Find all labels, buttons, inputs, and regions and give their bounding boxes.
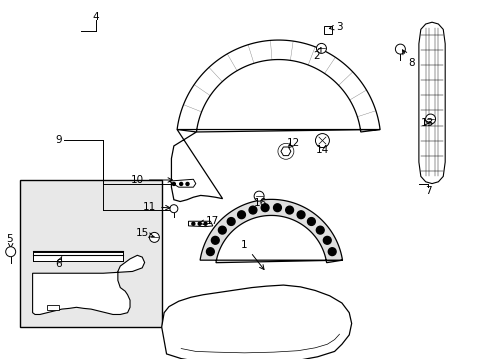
Polygon shape	[200, 199, 342, 263]
Polygon shape	[169, 179, 195, 187]
Polygon shape	[280, 147, 290, 156]
Circle shape	[185, 183, 189, 185]
Text: 8: 8	[402, 50, 413, 68]
Circle shape	[191, 222, 194, 225]
Bar	[47, 305, 59, 310]
Bar	[20, 180, 162, 327]
Polygon shape	[171, 130, 222, 202]
Polygon shape	[418, 22, 444, 184]
Text: 2: 2	[313, 48, 320, 61]
Polygon shape	[162, 285, 351, 360]
Circle shape	[211, 237, 219, 244]
Circle shape	[316, 44, 326, 53]
Circle shape	[316, 226, 324, 234]
Polygon shape	[188, 221, 212, 226]
Circle shape	[425, 114, 435, 124]
Circle shape	[169, 205, 178, 213]
Circle shape	[149, 233, 159, 242]
Circle shape	[297, 211, 305, 219]
Circle shape	[206, 248, 214, 256]
Text: 7: 7	[424, 186, 430, 196]
Circle shape	[261, 204, 268, 212]
Circle shape	[285, 206, 293, 214]
Circle shape	[395, 44, 405, 54]
Circle shape	[6, 247, 16, 257]
Circle shape	[323, 237, 330, 244]
Circle shape	[179, 183, 183, 185]
Text: 9: 9	[55, 135, 61, 145]
Circle shape	[237, 211, 245, 219]
Text: 17: 17	[199, 216, 219, 226]
Text: 15: 15	[135, 228, 154, 238]
Text: 12: 12	[286, 139, 299, 148]
Text: 6: 6	[55, 256, 61, 269]
Bar	[324, 26, 331, 34]
Circle shape	[203, 222, 206, 225]
Circle shape	[254, 191, 264, 201]
Polygon shape	[33, 252, 122, 261]
Circle shape	[218, 226, 226, 234]
Text: 14: 14	[315, 144, 328, 154]
Text: 10: 10	[130, 175, 172, 185]
Text: 4: 4	[92, 12, 99, 22]
Circle shape	[327, 248, 335, 256]
Text: 1: 1	[241, 239, 264, 270]
Circle shape	[227, 217, 235, 225]
Circle shape	[315, 134, 329, 148]
Circle shape	[248, 206, 256, 214]
Circle shape	[273, 204, 281, 212]
Text: 3: 3	[329, 22, 342, 32]
Text: 5: 5	[6, 234, 13, 244]
Text: 16: 16	[253, 198, 266, 208]
Circle shape	[198, 222, 201, 225]
Text: 11: 11	[142, 202, 170, 212]
Circle shape	[307, 217, 315, 225]
Polygon shape	[177, 40, 379, 132]
Circle shape	[172, 183, 175, 185]
Polygon shape	[33, 255, 144, 315]
Text: 13: 13	[420, 118, 433, 128]
